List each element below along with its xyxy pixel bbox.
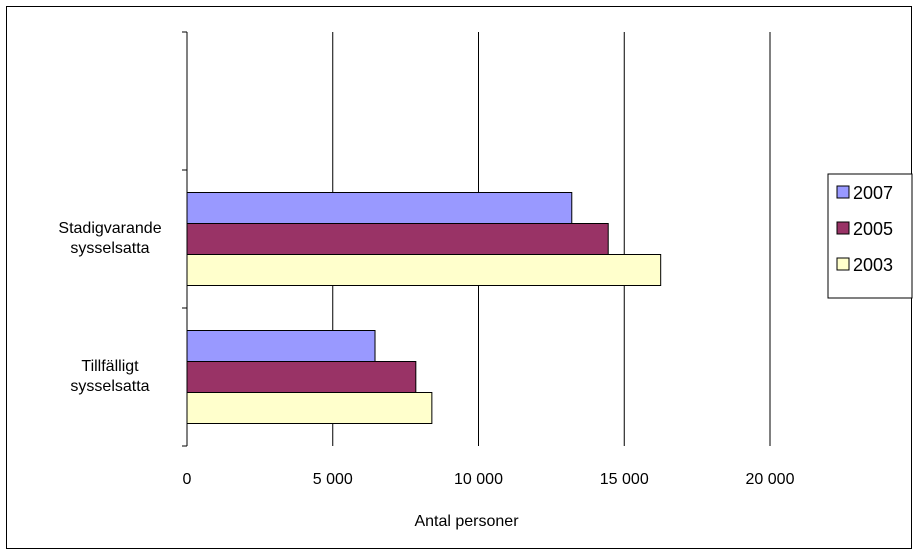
bar-2005 <box>186 223 609 255</box>
bar-2007 <box>186 192 573 224</box>
legend-swatch-2005 <box>836 221 850 235</box>
x-tick-label: 20 000 <box>746 471 795 488</box>
category-label: Stadigvarande sysselsatta <box>58 220 161 257</box>
legend-label: 2007 <box>853 183 893 203</box>
legend-label: 2003 <box>853 255 893 275</box>
x-tick-label: 0 <box>183 471 192 488</box>
bar-2007 <box>186 330 376 362</box>
bar-2003 <box>186 392 433 424</box>
legend-swatch-2003 <box>836 257 850 271</box>
legend-label: 2005 <box>853 219 893 239</box>
bar-2005 <box>186 361 417 393</box>
category-label: Tillfälligt sysselsatta <box>70 358 149 395</box>
category-label-line: Stadigvarande <box>58 220 161 237</box>
x-tick-label: 10 000 <box>454 471 503 488</box>
legend-swatch-2007 <box>836 185 850 199</box>
category-label-line: sysselsatta <box>70 240 149 257</box>
x-axis-label: Antal personer <box>414 513 519 530</box>
x-tick-label: 15 000 <box>600 471 649 488</box>
category-label-line: Tillfälligt <box>81 358 139 375</box>
x-tick-label: 5 000 <box>313 471 353 488</box>
category-label-line: sysselsatta <box>70 378 149 395</box>
bar-2003 <box>186 254 662 286</box>
